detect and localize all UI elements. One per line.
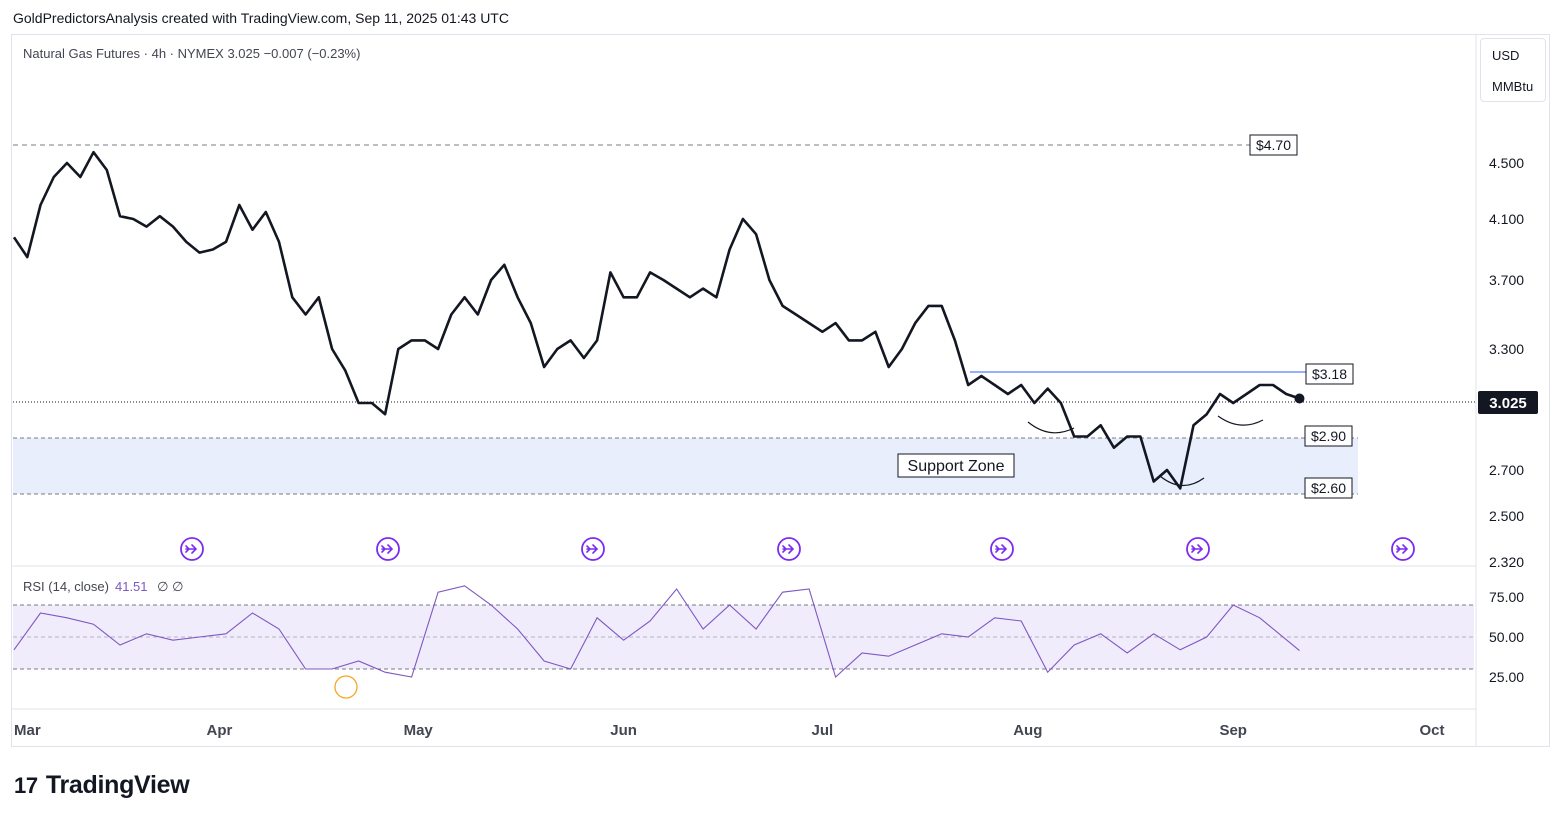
time-tick-label-oct: Oct [1419,722,1444,739]
time-tick-label-jul: Jul [812,722,834,739]
chart-frame [11,34,1550,747]
rsi-value: 41.51 [114,579,148,594]
event-marker-icon[interactable] [990,537,1014,561]
price-scale: 4.500 4.100 3.700 3.300 2.700 2.500 2.320 [1489,155,1524,570]
rsi-flags: ∅ ∅ [157,579,184,594]
rsi-scale: 75.00 50.00 25.00 [1489,589,1524,685]
rounding-bottom-arc-1 [1027,421,1075,434]
price-tick-label-3: 3.300 [1489,341,1524,357]
event-markers[interactable] [180,537,1415,561]
event-marker-icon[interactable] [376,537,400,561]
label-box-290: $2.90 [1304,425,1353,447]
price-tick-label-1: 4.100 [1489,211,1524,227]
symbol-info: Natural Gas Futures · 4h · NYMEX 3.025 −… [23,46,361,61]
rsi-oversold-circle [334,675,358,699]
rsi-tick-label-0: 75.00 [1489,589,1524,605]
label-box-318: $3.18 [1305,363,1354,385]
price-tick-label-6: 2.320 [1489,554,1524,570]
currency-unit-selector[interactable]: USD MMBtu [1480,38,1546,102]
last-price-text: 3.025 [1489,395,1527,412]
time-tick-label-mar: Mar [14,722,41,739]
label-box-470: $4.70 [1249,134,1298,156]
rsi-series-line [13,585,1300,678]
support-zone-text: Support Zone [908,458,1005,475]
price-series-line [12,150,1300,490]
unit-label: MMBtu [1492,79,1534,94]
time-tick-label-jun: Jun [610,722,637,739]
event-marker-icon[interactable] [180,537,204,561]
brand-name: TradingView [45,771,190,799]
label-260-text: $2.60 [1311,480,1346,496]
label-290-text: $2.90 [1311,428,1346,444]
rounding-bottom-arc-3 [1217,415,1264,426]
support-zone-label: Support Zone [897,453,1015,478]
event-marker-icon[interactable] [777,537,801,561]
time-tick-label-apr: Apr [206,722,232,739]
label-box-260: $2.60 [1304,477,1353,499]
event-marker-icon[interactable] [581,537,605,561]
support-zone-band [13,438,1358,494]
time-tick-label-sep: Sep [1219,722,1247,739]
label-318-text: $3.18 [1312,366,1347,382]
rsi-tick-label-1: 50.00 [1489,629,1524,645]
chart-attribution: GoldPredictorsAnalysis created with Trad… [13,10,509,26]
label-470-text: $4.70 [1256,137,1291,153]
price-tick-label-2: 3.700 [1489,272,1524,288]
last-price-label: 3.025 [1478,391,1538,414]
price-tick-label-0: 4.500 [1489,155,1524,171]
rsi-tick-label-2: 25.00 [1489,669,1524,685]
tradingview-brand[interactable]: 17 TradingView [14,771,190,800]
rsi-legend: RSI (14, close) 41.51 ∅ ∅ [23,579,183,595]
time-tick-label-aug: Aug [1013,722,1042,739]
event-marker-icon[interactable] [1186,537,1210,561]
price-tick-label-4: 2.700 [1489,462,1524,478]
rsi-title: RSI (14, close) [23,579,109,594]
event-marker-icon[interactable] [1391,537,1415,561]
time-tick-label-may: May [404,722,434,739]
last-price-dot [1294,393,1305,404]
price-tick-label-5: 2.500 [1489,508,1524,524]
time-axis: Mar Apr May Jun Jul Aug Sep Oct [14,722,1445,739]
currency-label: USD [1492,48,1520,63]
tradingview-logo-icon: 17 [14,772,38,798]
